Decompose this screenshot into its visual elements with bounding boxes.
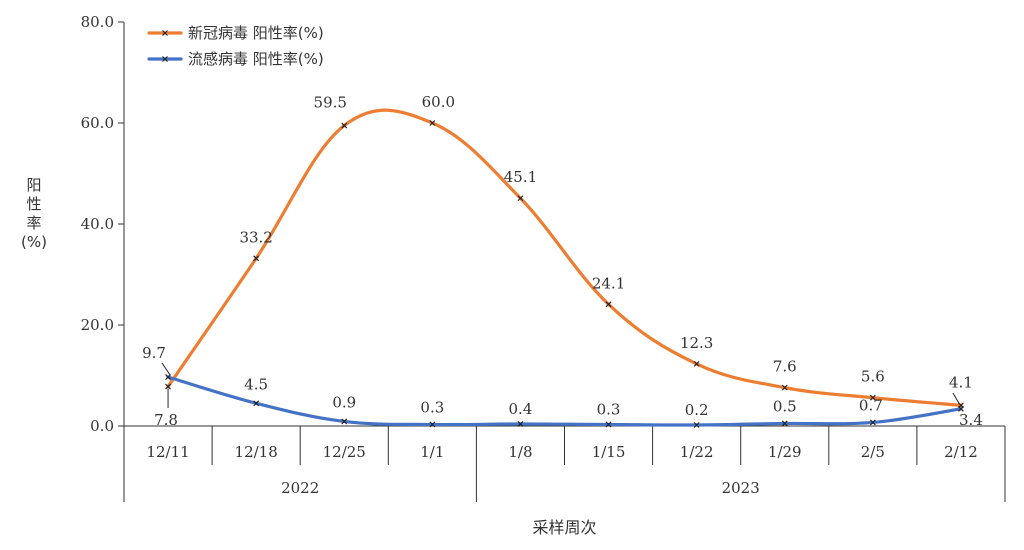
legend-label: 新冠病毒 阳性率(%): [188, 24, 324, 42]
x-tick-label: 2/12: [944, 443, 978, 461]
flu-point-marker: [869, 419, 876, 426]
flu-data-label: 0.7: [859, 396, 883, 414]
flu-point-marker: [429, 421, 436, 428]
marker-stroke: [869, 394, 876, 401]
flu-point-marker: [341, 418, 348, 425]
flu-data-label: 0.3: [597, 400, 621, 418]
covid-point-marker: [693, 360, 700, 367]
flu-data-label: 0.3: [420, 398, 444, 416]
covid-data-label: 33.2: [239, 228, 272, 246]
covid-data-label: 7.6: [773, 358, 797, 376]
x-axis-label: 采样周次: [532, 518, 596, 537]
y-axis-label-part: 率: [26, 214, 41, 232]
flu-data-label: 9.7: [142, 344, 166, 362]
marker-stroke: [869, 419, 876, 426]
x-axis: 12/11 12/18 12/25 1/1 1/8 1/15 1/22 1/29 2/5 2/12…: [123, 425, 1006, 537]
flu-series-line: [166, 375, 963, 427]
y-axis-label: 阳性率(%): [21, 176, 47, 251]
flu-point-marker: [517, 421, 524, 427]
y-tick-label: 80.0: [81, 13, 114, 31]
x-tick-label: 2/5: [861, 443, 885, 461]
marker-stroke: [605, 421, 612, 428]
flu-data-label: 0.5: [773, 397, 797, 415]
legend-marker: [162, 30, 168, 36]
covid-data-label: 4.1: [949, 373, 973, 391]
covid-label-leader: [952, 392, 960, 404]
flu-point-marker: [693, 422, 700, 428]
covid-data-label: 7.8: [154, 411, 178, 429]
x-tick-label: 12/25: [323, 443, 366, 461]
marker-stroke: [165, 374, 171, 380]
legend-label: 流感病毒 阳性率(%): [188, 50, 324, 68]
flu-point-marker: [253, 400, 260, 407]
flu-data-label: 4.5: [244, 375, 268, 393]
covid-data-label: 60.0: [422, 93, 455, 111]
flu-point-marker: [781, 420, 788, 427]
marker-stroke: [253, 400, 260, 407]
x-tick-label: 1/8: [508, 443, 532, 461]
marker-stroke: [341, 122, 348, 129]
legend-marker: [162, 56, 168, 62]
covid-point-marker: [253, 255, 260, 262]
marker-stroke: [429, 421, 436, 428]
covid-point-marker: [429, 120, 436, 126]
covid-data-label: 24.1: [592, 274, 625, 292]
y-axis-label-part: (%): [21, 233, 47, 251]
x-tick-label: 1/15: [592, 443, 626, 461]
covid-point-marker: [165, 383, 171, 390]
x-tick-label: 1/29: [768, 443, 802, 461]
flu-data-label: 0.4: [509, 400, 533, 418]
flu-point-marker: [958, 405, 964, 412]
marker-stroke: [341, 418, 348, 425]
x-tick-label: 12/11: [146, 443, 189, 461]
x-tick-label: 1/22: [680, 443, 714, 461]
marker-stroke: [781, 420, 788, 427]
y-tick-label: 0.0: [90, 417, 114, 435]
flu-label-leader: [161, 362, 171, 376]
marker-stroke: [429, 120, 436, 126]
marker-stroke: [517, 195, 524, 202]
marker-stroke: [781, 384, 788, 391]
data-labels: 7.8 33.2 59.5 60.0 45.1 24.1 12.3 7.6 5.6 4.1 9.7 4…: [142, 93, 983, 429]
flu-point-marker: [165, 374, 171, 380]
marker-stroke: [693, 360, 700, 367]
marker-stroke: [605, 301, 612, 308]
marker-stroke: [517, 421, 524, 427]
y-axis-label-part: 性: [26, 195, 41, 213]
legend-item-covid: 新冠病毒 阳性率(%): [147, 24, 324, 42]
covid-point-marker: [869, 394, 876, 401]
series-lines: [165, 108, 964, 428]
legend-item-flu: 流感病毒 阳性率(%): [147, 50, 324, 68]
marker-stroke: [165, 383, 171, 390]
legend: 新冠病毒 阳性率(%) 流感病毒 阳性率(%): [147, 24, 324, 68]
y-axis-label-part: 阳: [26, 176, 41, 194]
x-year-label: 2022: [281, 479, 319, 497]
y-tick-label: 20.0: [81, 316, 114, 334]
y-tick-label: 40.0: [81, 215, 114, 233]
covid-data-label: 12.3: [680, 334, 713, 352]
x-year-label: 2023: [722, 479, 760, 497]
marker-stroke: [693, 422, 700, 428]
marker-stroke: [253, 255, 260, 262]
y-axis: 0.0 20.0 40.0 60.0 80.0 阳性率(%): [21, 13, 125, 435]
covid-point-marker: [605, 301, 612, 308]
flu-data-label: 0.2: [685, 401, 709, 419]
flu-data-label: 0.9: [332, 393, 356, 411]
flu-data-label: 3.4: [959, 411, 983, 429]
x-tick-label: 1/1: [420, 443, 444, 461]
covid-data-label: 59.5: [314, 94, 347, 112]
marker-stroke: [958, 405, 964, 412]
y-tick-label: 60.0: [81, 114, 114, 132]
covid-point-marker: [517, 195, 524, 202]
covid-data-label: 5.6: [861, 368, 885, 386]
x-tick-label: 12/18: [235, 443, 278, 461]
covid-series-line: [166, 108, 963, 407]
covid-data-label: 45.1: [504, 168, 537, 186]
covid-point-marker: [341, 122, 348, 129]
flu-point-marker: [605, 421, 612, 428]
covid-point-marker: [781, 384, 788, 391]
